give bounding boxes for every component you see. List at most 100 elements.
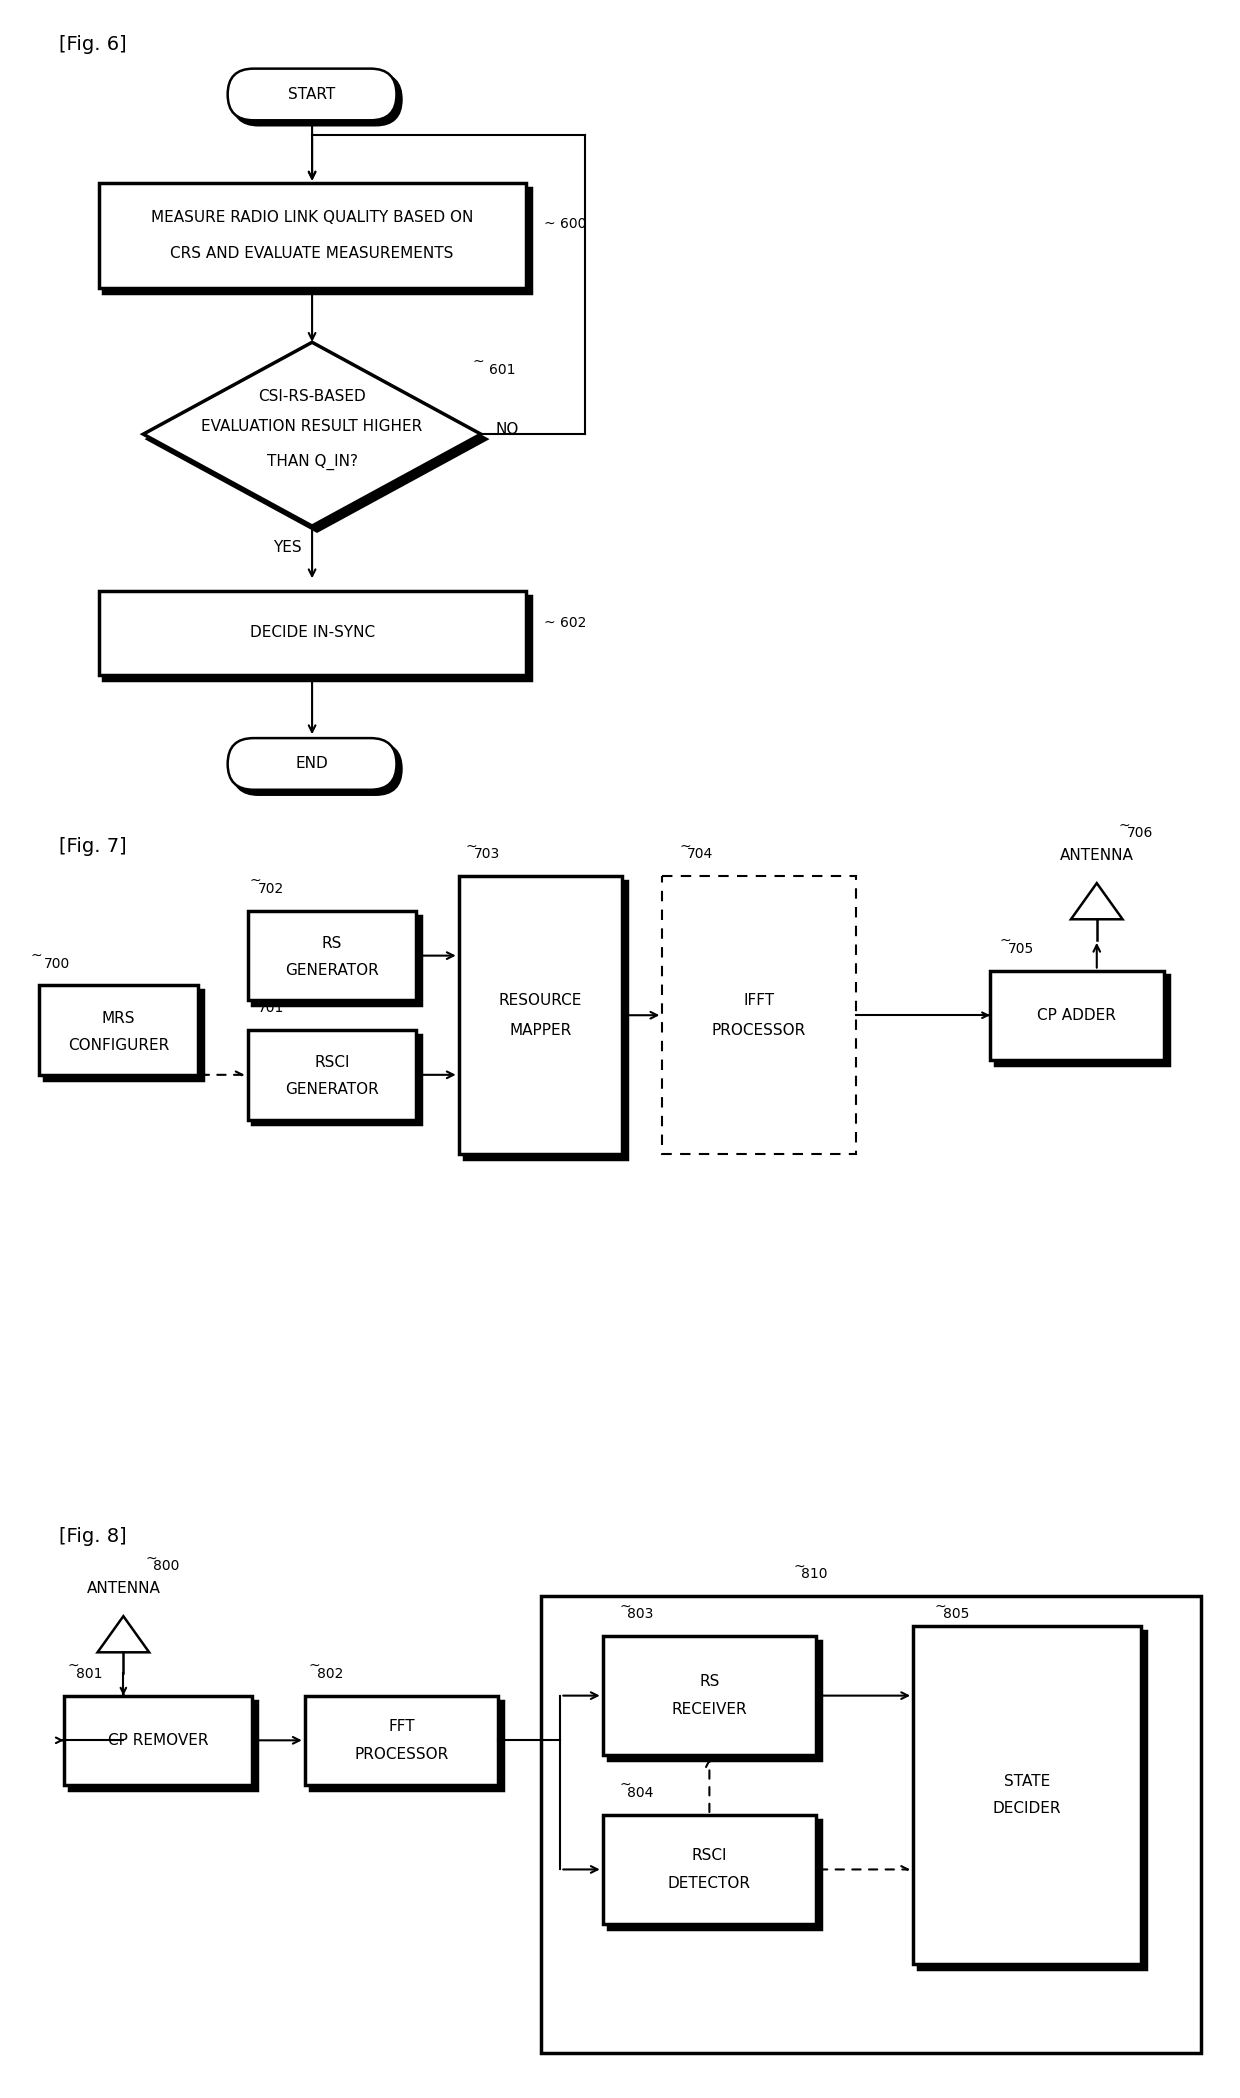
Text: MAPPER: MAPPER (510, 1022, 572, 1039)
Text: STATE: STATE (1004, 1773, 1050, 1790)
Text: END: END (295, 757, 329, 772)
Bar (603, 1636, 816, 1756)
Text: RS: RS (699, 1674, 719, 1689)
Text: RESOURCE: RESOURCE (498, 992, 583, 1007)
Text: 700: 700 (43, 957, 71, 971)
Text: ~ 602: ~ 602 (543, 617, 585, 629)
Text: 805: 805 (942, 1607, 970, 1622)
Bar (608, 1819, 821, 1928)
Bar (38, 986, 198, 1074)
Text: ~: ~ (249, 992, 262, 1007)
Text: IFFT: IFFT (744, 992, 775, 1007)
Text: PROCESSOR: PROCESSOR (355, 1748, 449, 1762)
Text: NO: NO (496, 422, 520, 436)
Text: 804: 804 (627, 1785, 653, 1800)
Bar (253, 1034, 422, 1125)
Text: DECIDE IN-SYNC: DECIDE IN-SYNC (249, 625, 374, 640)
Text: 701: 701 (258, 1001, 284, 1015)
Bar (990, 971, 1164, 1059)
Text: ~: ~ (999, 934, 1012, 948)
Bar (913, 1626, 1142, 1964)
Bar (459, 877, 622, 1154)
Text: 706: 706 (1127, 827, 1153, 841)
Text: 802: 802 (316, 1666, 343, 1680)
Text: MEASURE RADIO LINK QUALITY BASED ON: MEASURE RADIO LINK QUALITY BASED ON (151, 210, 474, 224)
Text: 810: 810 (801, 1567, 828, 1582)
Text: [Fig. 7]: [Fig. 7] (58, 837, 126, 856)
Bar (541, 1597, 1202, 2054)
Text: THAN Q_IN?: THAN Q_IN? (267, 453, 357, 470)
Text: ANTENNA: ANTENNA (1060, 848, 1133, 862)
Text: ~: ~ (1118, 818, 1130, 833)
FancyBboxPatch shape (233, 73, 402, 126)
Text: DETECTOR: DETECTOR (668, 1876, 751, 1890)
Bar (253, 917, 422, 1005)
Text: FFT: FFT (388, 1718, 415, 1733)
Text: CP ADDER: CP ADDER (1038, 1007, 1116, 1022)
Polygon shape (144, 342, 481, 527)
Text: GENERATOR: GENERATOR (285, 963, 379, 978)
Text: ~: ~ (31, 948, 42, 963)
Text: 803: 803 (627, 1607, 653, 1622)
Text: 703: 703 (474, 848, 500, 862)
Bar (103, 189, 531, 292)
Text: ~: ~ (465, 839, 477, 854)
Text: ~: ~ (620, 1777, 631, 1792)
Bar (43, 990, 203, 1080)
Bar (662, 877, 856, 1154)
Text: ~: ~ (249, 875, 262, 887)
Text: RS: RS (321, 936, 342, 950)
Bar (994, 976, 1169, 1066)
Text: [Fig. 6]: [Fig. 6] (58, 36, 126, 55)
Text: 800: 800 (154, 1559, 180, 1574)
Bar (918, 1630, 1147, 1968)
Bar (310, 1701, 503, 1790)
Text: 705: 705 (1008, 942, 1034, 957)
Text: EVALUATION RESULT HIGHER: EVALUATION RESULT HIGHER (201, 420, 423, 434)
Text: RECEIVER: RECEIVER (672, 1701, 748, 1716)
Text: 801: 801 (76, 1666, 102, 1680)
Text: CONFIGURER: CONFIGURER (68, 1039, 169, 1053)
Text: RSCI: RSCI (692, 1848, 727, 1863)
Text: RSCI: RSCI (314, 1055, 350, 1070)
Text: ~: ~ (935, 1599, 946, 1613)
Bar (248, 1030, 417, 1120)
FancyBboxPatch shape (228, 69, 397, 120)
Text: DECIDER: DECIDER (993, 1802, 1061, 1817)
Bar (98, 592, 526, 676)
Text: GENERATOR: GENERATOR (285, 1083, 379, 1097)
Bar (464, 881, 627, 1160)
Bar (603, 1815, 816, 1924)
Bar (98, 183, 526, 287)
Text: ~: ~ (309, 1660, 320, 1672)
Polygon shape (98, 1615, 149, 1653)
Bar (608, 1641, 821, 1760)
Text: YES: YES (273, 541, 301, 556)
Polygon shape (149, 348, 486, 531)
Text: 601: 601 (489, 363, 516, 378)
Polygon shape (1071, 883, 1122, 919)
Text: CP REMOVER: CP REMOVER (108, 1733, 208, 1748)
Bar (63, 1695, 253, 1785)
Text: 704: 704 (687, 848, 713, 862)
FancyBboxPatch shape (228, 738, 397, 789)
Text: START: START (289, 86, 336, 103)
Text: ~: ~ (794, 1559, 805, 1574)
Text: ~: ~ (68, 1660, 79, 1672)
Bar (305, 1695, 498, 1785)
Text: ~ 600: ~ 600 (543, 216, 585, 231)
Text: MRS: MRS (102, 1011, 135, 1026)
Text: ~: ~ (145, 1553, 156, 1565)
Text: ~: ~ (680, 839, 691, 854)
FancyBboxPatch shape (233, 743, 402, 795)
Bar (68, 1701, 258, 1790)
Text: [Fig. 8]: [Fig. 8] (58, 1527, 126, 1546)
Text: CRS AND EVALUATE MEASUREMENTS: CRS AND EVALUATE MEASUREMENTS (170, 245, 454, 260)
Text: PROCESSOR: PROCESSOR (712, 1022, 806, 1039)
Bar (248, 911, 417, 1001)
Text: 702: 702 (258, 881, 284, 896)
Text: ~: ~ (620, 1599, 631, 1613)
Text: CSI-RS-BASED: CSI-RS-BASED (258, 388, 366, 405)
Bar (103, 596, 531, 680)
Text: ANTENNA: ANTENNA (87, 1582, 160, 1597)
